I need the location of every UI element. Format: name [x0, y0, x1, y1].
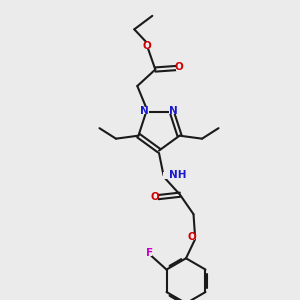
Text: O: O: [175, 62, 184, 72]
Bar: [169, 107, 177, 114]
Bar: [176, 64, 183, 71]
Text: N: N: [169, 106, 178, 116]
Text: N: N: [140, 106, 149, 116]
Bar: [141, 107, 148, 114]
Bar: [152, 194, 158, 200]
Text: O: O: [187, 232, 196, 242]
Bar: [163, 172, 175, 178]
Text: F: F: [146, 248, 153, 258]
Bar: [144, 42, 150, 49]
Text: O: O: [150, 192, 159, 202]
Bar: [147, 250, 152, 256]
Bar: [188, 234, 195, 240]
Text: O: O: [142, 40, 151, 50]
Text: NH: NH: [169, 170, 186, 180]
